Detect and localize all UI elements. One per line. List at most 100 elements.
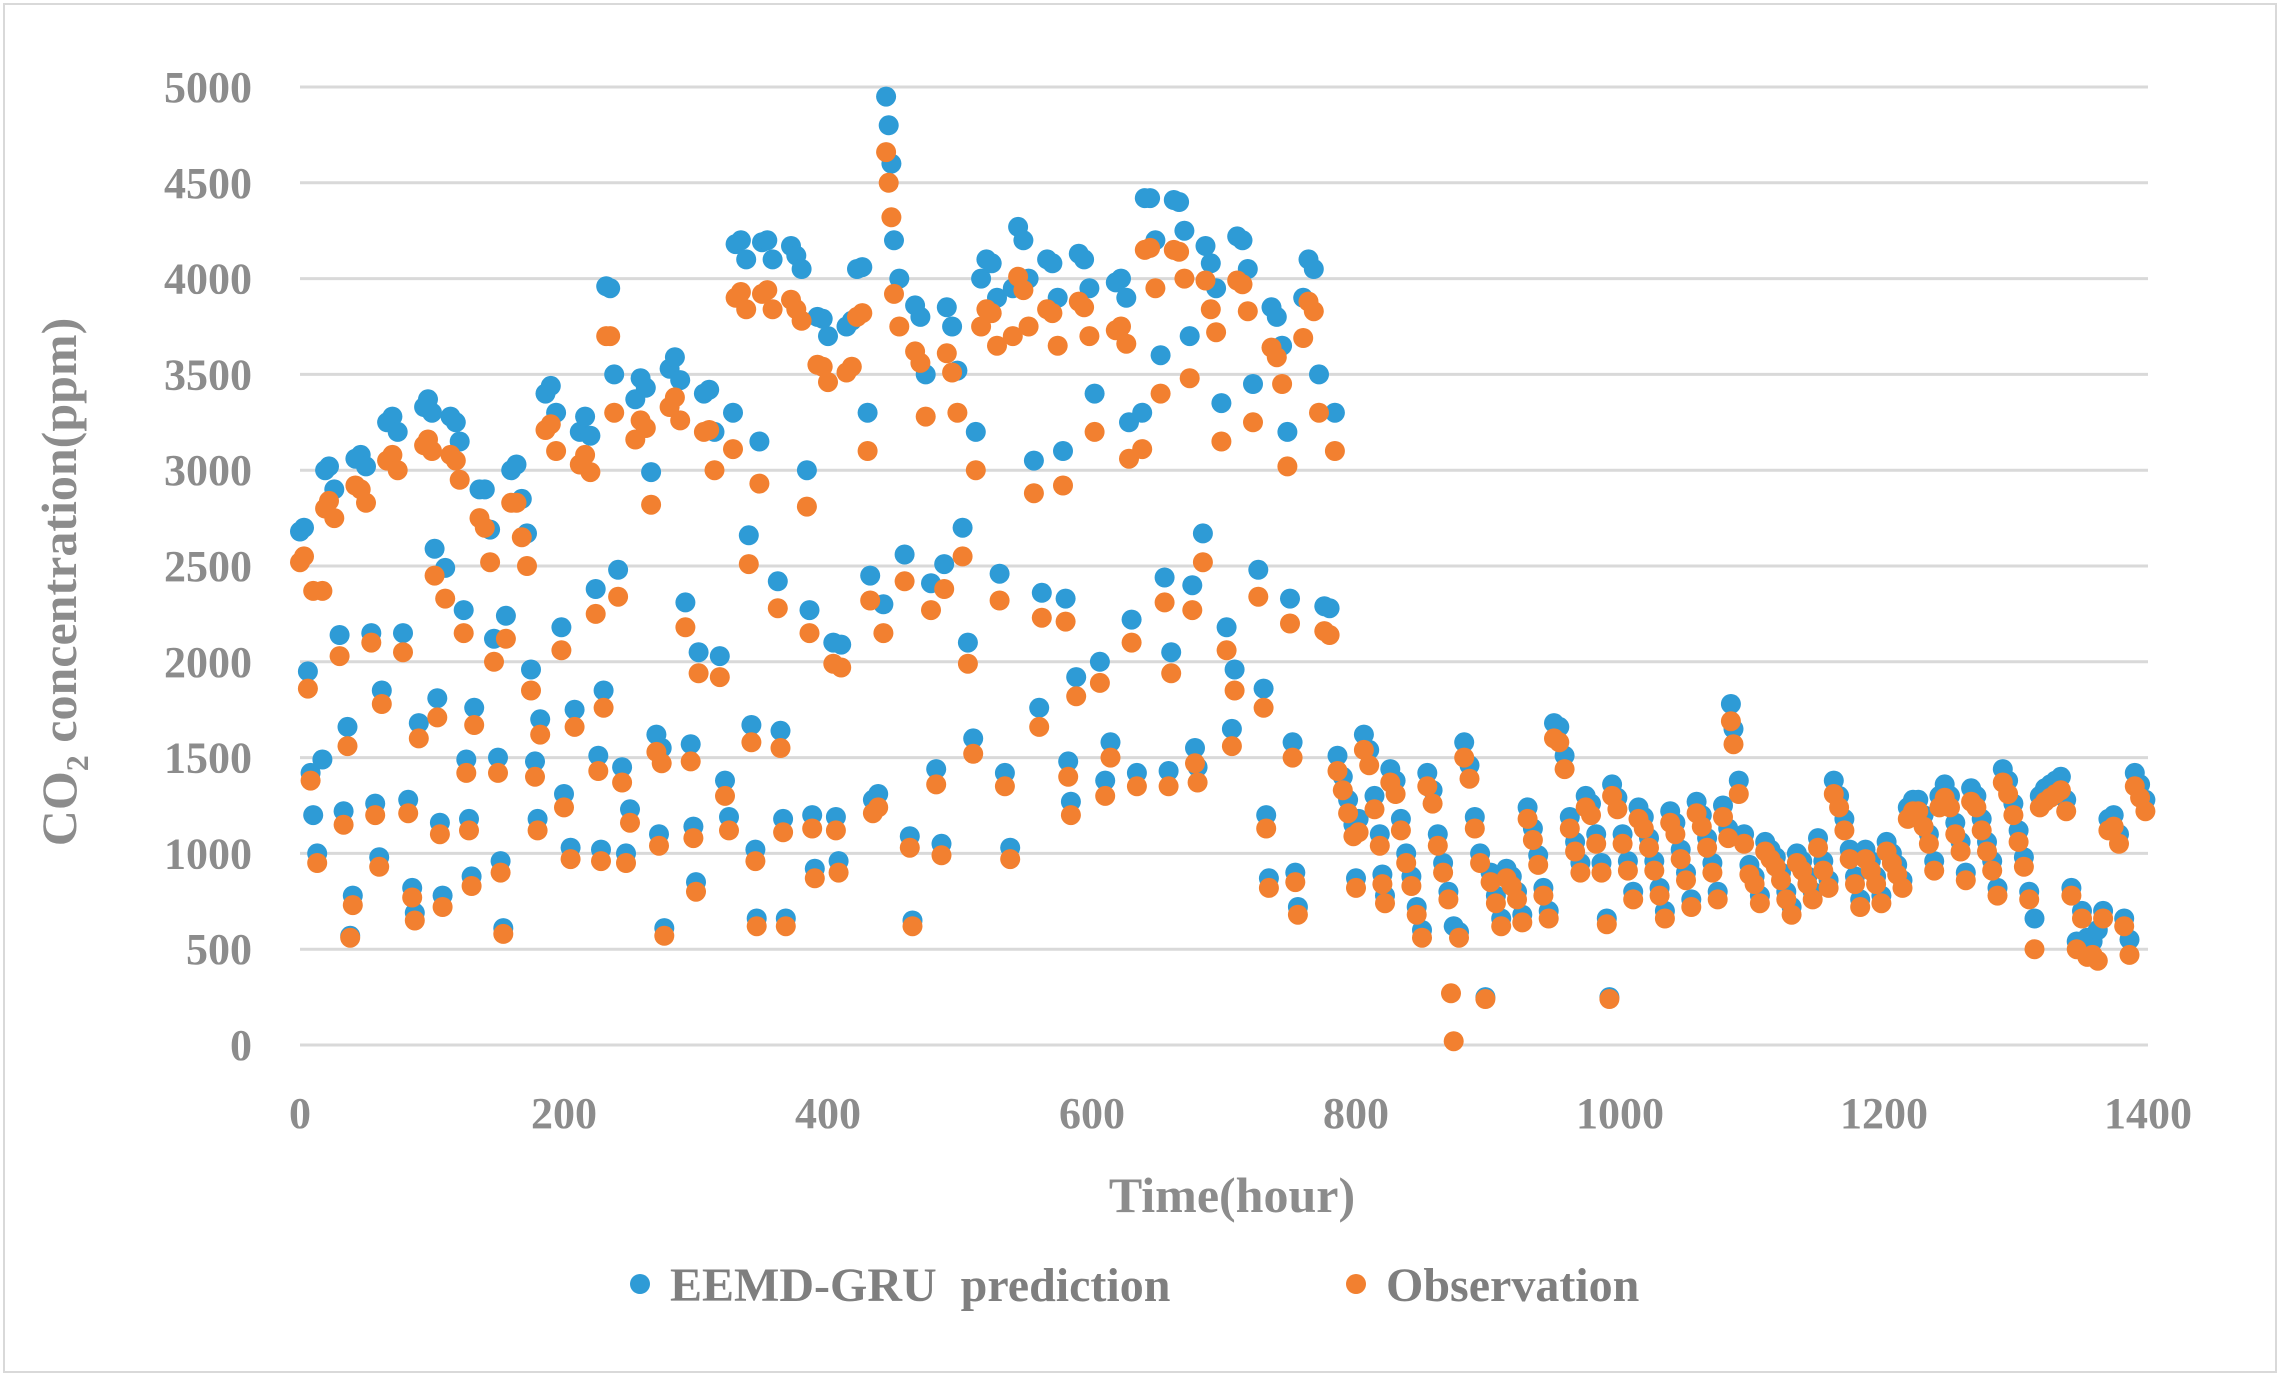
- observation-point: [429, 824, 450, 845]
- observation-point: [307, 853, 328, 873]
- observation-point: [1565, 841, 1586, 862]
- prediction-point: [551, 617, 572, 638]
- observation-point: [398, 803, 419, 824]
- observation-point: [1491, 916, 1512, 937]
- prediction-point: [1280, 588, 1300, 609]
- observation-point: [493, 923, 514, 944]
- observation-point: [1154, 592, 1175, 613]
- prediction-point: [464, 697, 485, 718]
- observation-point: [1570, 862, 1591, 883]
- prediction-point: [604, 364, 625, 385]
- prediction-point: [942, 316, 963, 337]
- prediction-point: [757, 230, 778, 251]
- observation-point: [1808, 837, 1828, 858]
- prediction-point: [329, 625, 350, 645]
- observation-point: [456, 762, 477, 783]
- observation-point: [1195, 270, 1216, 291]
- observation-point: [2013, 856, 2034, 877]
- observation-point: [791, 310, 812, 331]
- observation-point: [506, 492, 527, 513]
- observation-point: [517, 556, 537, 576]
- observation-point: [1533, 885, 1554, 906]
- prediction-point: [989, 563, 1010, 584]
- observation-point: [1248, 586, 1269, 607]
- observation-point: [745, 851, 766, 872]
- observation-point: [488, 762, 508, 783]
- observation-point: [934, 579, 955, 599]
- observation-point: [2072, 908, 2092, 929]
- observation-point: [1095, 785, 1116, 806]
- observation-point: [2061, 885, 2082, 906]
- observation-point: [1644, 860, 1665, 881]
- observation-point: [1161, 663, 1182, 684]
- legend-label-prediction: EEMD-GRU prediction: [670, 1259, 1170, 1312]
- observation-point: [1396, 853, 1417, 873]
- observation-point: [474, 517, 495, 538]
- observation-point: [730, 282, 751, 302]
- observation-point: [1459, 768, 1480, 789]
- observation-point: [588, 761, 609, 781]
- observation-point: [2003, 805, 2024, 826]
- prediction-point: [910, 306, 931, 327]
- observation-point: [812, 356, 833, 377]
- observation-point: [527, 820, 548, 841]
- observation-point: [449, 469, 470, 490]
- prediction-point: [1111, 268, 1131, 289]
- prediction-point: [1174, 220, 1195, 241]
- observation-point: [1676, 870, 1696, 891]
- observation-point: [319, 490, 339, 511]
- prediction-point: [1179, 326, 1200, 347]
- y-axis-title-subscript: 2: [59, 755, 95, 771]
- observation-point: [825, 820, 846, 841]
- observation-point: [1839, 849, 1860, 870]
- observation-point: [2019, 889, 2040, 910]
- observation-point: [453, 623, 474, 644]
- observation-point: [612, 772, 633, 793]
- y-tick-label: 5000: [164, 63, 252, 112]
- observation-point: [1187, 772, 1208, 793]
- observation-point: [952, 546, 973, 567]
- observation-point: [1892, 877, 1913, 898]
- prediction-point: [860, 565, 881, 586]
- observation-point: [899, 837, 920, 858]
- y-tick-label: 3500: [164, 350, 252, 399]
- observation-point: [480, 552, 501, 573]
- observation-point: [1158, 776, 1179, 797]
- prediction-point: [575, 406, 596, 427]
- prediction-point: [1116, 287, 1137, 308]
- prediction-point: [393, 623, 413, 644]
- observation-point: [841, 356, 862, 377]
- observation-point: [1649, 885, 1670, 906]
- prediction-point: [525, 751, 545, 772]
- observation-point: [1258, 877, 1279, 898]
- observation-point: [1089, 672, 1110, 693]
- observation-point: [915, 406, 936, 427]
- prediction-point: [303, 805, 324, 826]
- x-axis-title: Time(hour): [1109, 1167, 1355, 1223]
- prediction-point: [612, 757, 633, 778]
- y-tick-label: 2000: [164, 638, 252, 687]
- observation-point: [365, 805, 386, 826]
- observation-point: [1309, 402, 1329, 423]
- observation-point: [876, 142, 897, 163]
- prediction-point: [1216, 617, 1237, 638]
- observation-point: [1116, 333, 1137, 354]
- observation-point: [1464, 818, 1485, 839]
- observation-point: [1871, 893, 1892, 914]
- observation-point: [1111, 316, 1131, 337]
- observation-point: [1433, 862, 1454, 883]
- x-tick-label: 1200: [1840, 1089, 1928, 1138]
- prediction-point: [312, 749, 333, 770]
- prediction-point: [680, 734, 701, 755]
- observation-point: [1971, 820, 1992, 841]
- observation-point: [1140, 237, 1161, 258]
- prediction-point: [770, 720, 791, 741]
- observation-point: [762, 299, 783, 320]
- observation-point: [723, 439, 743, 460]
- observation-point: [1023, 483, 1044, 504]
- observation-point: [1018, 316, 1039, 337]
- observation-point: [804, 868, 825, 889]
- observation-point: [1145, 278, 1166, 299]
- prediction-point: [799, 600, 820, 621]
- prediction-point: [1079, 278, 1100, 299]
